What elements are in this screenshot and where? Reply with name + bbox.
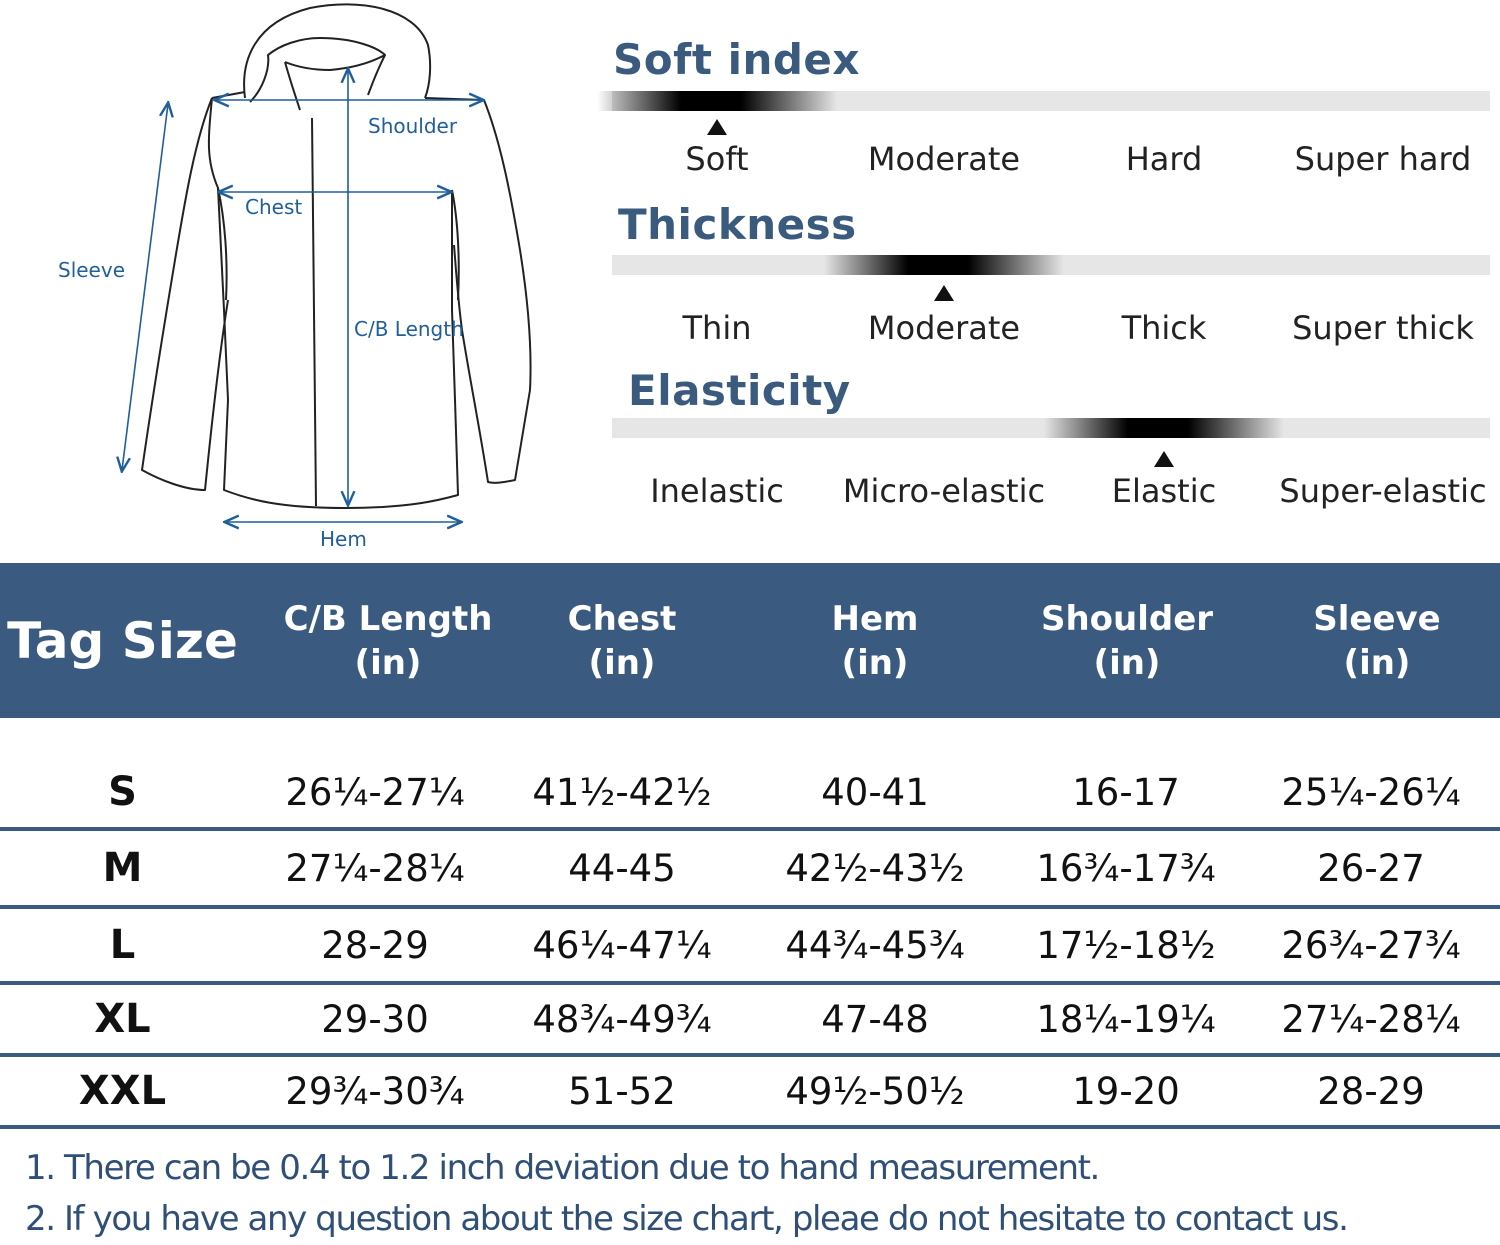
- column-header-unit: (in): [354, 642, 422, 683]
- scale-option-2-label: Moderate: [867, 140, 1021, 178]
- selected-marker-icon: [934, 285, 954, 301]
- tag-size-header: Tag Size: [0, 563, 245, 718]
- size-table-header: Tag Size C/B Length (in) Chest (in) Hem …: [0, 563, 1500, 718]
- size-cell: XL: [94, 996, 151, 1042]
- column-header-hem: Hem (in): [750, 563, 1000, 718]
- table-row-s: S 26¼-27¼ 41½-42½ 40-41 16-17 25¼-26¼: [0, 757, 1500, 831]
- column-header-sleeve: Sleeve (in): [1252, 563, 1500, 718]
- scale-option-3-label: Thick: [1121, 309, 1207, 347]
- chest-cell: 48¾-49¾: [532, 997, 712, 1041]
- shoulder-cell: 16-17: [1072, 770, 1180, 814]
- selected-marker-icon: [707, 119, 727, 135]
- hem-cell: 40-41: [821, 770, 929, 814]
- cb-length-cell: 29¾-30¾: [285, 1069, 465, 1113]
- table-row-xl: XL 29-30 48¾-49¾ 47-48 18¼-19¼ 27¼-28¼: [0, 985, 1500, 1057]
- scale-option-4-label: Super hard: [1294, 140, 1472, 178]
- column-header-name: Hem: [831, 598, 919, 639]
- scale-level-indicator: [597, 91, 837, 111]
- jacket-outline: [141, 3, 532, 509]
- scale-level-indicator: [824, 255, 1064, 275]
- scale-option-4-label: Super thick: [1292, 309, 1474, 347]
- size-cell: S: [108, 769, 137, 815]
- scale-title: Thickness: [618, 200, 857, 249]
- hem-cell: 47-48: [821, 997, 929, 1041]
- chest-cell: 46¼-47¼: [532, 923, 712, 967]
- shoulder-cell: 17½-18½: [1036, 923, 1216, 967]
- sleeve-label: Sleeve: [58, 258, 125, 282]
- scale-bar: [612, 255, 1490, 275]
- column-header-name: Sleeve: [1313, 598, 1441, 639]
- scale-option-2-label: Moderate: [867, 309, 1021, 347]
- column-header-shoulder: Shoulder (in): [1002, 563, 1252, 718]
- scale-bar: [597, 91, 1490, 111]
- scale-option-2-label: Micro-elastic: [842, 472, 1046, 510]
- column-header-unit: (in): [841, 642, 909, 683]
- note-deviation: 1. There can be 0.4 to 1.2 inch deviatio…: [25, 1148, 1100, 1188]
- table-row-m: M 27¼-28¼ 44-45 42½-43½ 16¾-17¾ 26-27: [0, 831, 1500, 909]
- shoulder-cell: 16¾-17¾: [1036, 846, 1216, 890]
- scale-option-4-label: Super-elastic: [1279, 472, 1487, 510]
- cb-length-cell: 29-30: [321, 997, 429, 1041]
- table-row-l: L 28-29 46¼-47¼ 44¾-45¾ 17½-18½ 26¾-27¾: [0, 909, 1500, 985]
- column-header-name: Chest: [567, 598, 677, 639]
- selected-marker-icon: [1154, 451, 1174, 467]
- scale-option-1-label: Inelastic: [650, 472, 784, 510]
- table-row-xxl: XXL 29¾-30¾ 51-52 49½-50½ 19-20 28-29: [0, 1057, 1500, 1129]
- sleeve-cell: 26¾-27¾: [1281, 923, 1461, 967]
- cb-length-label: C/B Length: [354, 317, 464, 341]
- note-contact: 2. If you have any question about the si…: [25, 1199, 1349, 1239]
- sleeve-cell: 27¼-28¼: [1281, 997, 1461, 1041]
- size-cell: L: [109, 922, 136, 968]
- shoulder-cell: 18¼-19¼: [1036, 997, 1216, 1041]
- scale-option-3-label: Elastic: [1111, 472, 1217, 510]
- shoulder-cell: 19-20: [1072, 1069, 1180, 1113]
- column-header-cb-length: C/B Length (in): [263, 563, 513, 718]
- cb-length-cell: 28-29: [321, 923, 429, 967]
- hem-cell: 42½-43½: [785, 846, 965, 890]
- column-header-chest: Chest (in): [497, 563, 747, 718]
- size-cell: XXL: [78, 1068, 167, 1114]
- column-header-name: Shoulder: [1040, 598, 1214, 639]
- tag-size-header-label: Tag Size: [7, 611, 238, 670]
- scale-level-indicator: [1044, 418, 1284, 438]
- cb-length-cell: 26¼-27¼: [285, 770, 465, 814]
- sleeve-cell: 28-29: [1317, 1069, 1425, 1113]
- chest-label: Chest: [245, 195, 302, 219]
- hem-cell: 44¾-45¾: [785, 923, 965, 967]
- scale-bar: [612, 418, 1490, 438]
- scale-option-3-label: Hard: [1125, 140, 1203, 178]
- scale-title: Soft index: [613, 35, 861, 84]
- chest-cell: 44-45: [568, 846, 676, 890]
- cb-length-cell: 27¼-28¼: [285, 846, 465, 890]
- scale-title: Elasticity: [628, 366, 851, 415]
- scale-option-1-label: Thin: [682, 309, 752, 347]
- hem-label: Hem: [320, 527, 367, 551]
- column-header-unit: (in): [588, 642, 656, 683]
- size-cell: M: [102, 845, 143, 891]
- dimension-lines: [122, 70, 482, 522]
- column-header-unit: (in): [1343, 642, 1411, 683]
- sleeve-cell: 25¼-26¼: [1281, 770, 1461, 814]
- column-header-name: C/B Length: [283, 598, 493, 639]
- chest-cell: 41½-42½: [532, 770, 712, 814]
- column-header-unit: (in): [1093, 642, 1161, 683]
- shoulder-label: Shoulder: [368, 114, 458, 138]
- chest-cell: 51-52: [568, 1069, 676, 1113]
- hem-cell: 49½-50½: [785, 1069, 965, 1113]
- sleeve-cell: 26-27: [1317, 846, 1425, 890]
- scale-option-1-label: Soft: [685, 140, 749, 178]
- jacket-measurement-diagram: Shoulder Chest Sleeve C/B Length Hem: [58, 3, 532, 551]
